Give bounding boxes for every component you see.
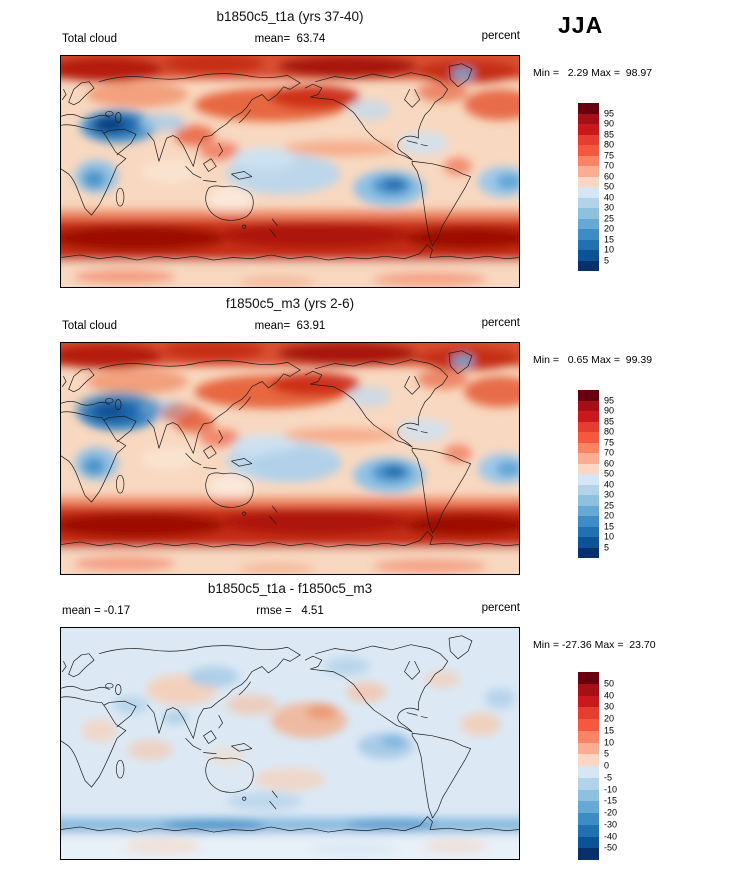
stats-row: Total cloud mean= 63.91 percent — [0, 317, 733, 336]
units-label: percent — [481, 317, 520, 329]
map-total-cloud-case2 — [60, 342, 520, 575]
map-total-cloud-case1 — [60, 55, 520, 288]
stats-row: mean = -0.17 rmse = 4.51 percent — [0, 602, 733, 621]
units-label: percent — [481, 30, 520, 42]
season-label: JJA — [558, 12, 604, 38]
mean-diff-label: mean = -0.17 — [62, 605, 131, 617]
colorbar-swatches — [578, 103, 599, 271]
colorbar-ticks: 50 40 30 20 15 10 5 0 -5 -10 -15 -20 -30 -40 -50 — [604, 678, 618, 853]
colorbar-swatches — [578, 390, 599, 558]
panel-title: b1850c5_t1a - f1850c5_m3 — [207, 581, 373, 596]
mean-label: mean= 63.91 — [254, 320, 326, 332]
colorbar-ticks: 95 90 85 80 75 70 60 50 40 30 25 20 15 10 5 — [604, 108, 615, 265]
colorbar-case2: 95 90 85 80 75 70 60 50 40 30 25 20 15 10 5 — [578, 390, 638, 558]
panel-title: f1850c5_m3 (yrs 2-6) — [225, 296, 355, 311]
stats-row: Total cloud mean= 63.74 percent — [0, 30, 733, 49]
map-difference — [60, 627, 520, 860]
minmax-label: Min = -27.36 Max = 23.70 — [533, 639, 656, 651]
colorbar-ticks: 95 90 85 80 75 70 60 50 40 30 25 20 15 10 5 — [604, 395, 615, 552]
variable-label: Total cloud — [62, 320, 117, 332]
rmse-label: rmse = 4.51 — [256, 605, 324, 617]
minmax-label: Min = 0.65 Max = 99.39 — [533, 354, 653, 366]
panel-title: b1850c5_t1a (yrs 37-40) — [216, 9, 364, 24]
colorbar-case1: 95 90 85 80 75 70 60 50 40 30 25 20 15 10 5 — [578, 103, 638, 271]
minmax-label: Min = 2.29 Max = 98.97 — [533, 67, 653, 79]
variable-label: Total cloud — [62, 33, 117, 45]
colorbar-difference: 50 40 30 20 15 10 5 0 -5 -10 -15 -20 -30 -40 -50 — [578, 672, 638, 860]
units-label: percent — [481, 602, 520, 614]
mean-label: mean= 63.74 — [254, 33, 326, 45]
colorbar-swatches — [578, 672, 599, 860]
